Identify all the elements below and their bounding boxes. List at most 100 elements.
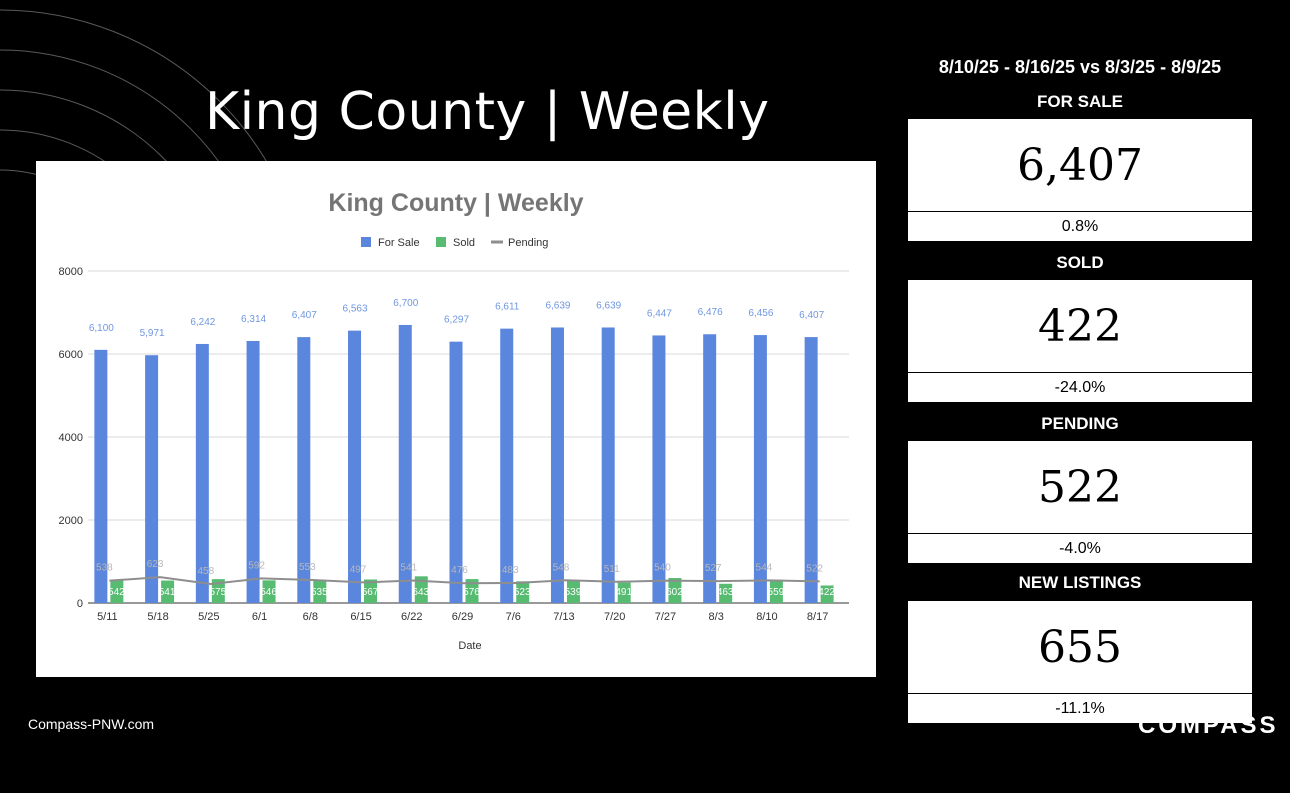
sold-change: -24.0% (908, 373, 1252, 402)
pending-value-label-6: 497 (350, 564, 367, 575)
pending-value-label-15: 522 (806, 563, 823, 574)
x-tick-label-6: 6/15 (350, 611, 371, 623)
for-sale-bar-15 (804, 337, 818, 603)
for-sale-value-label-8: 6,297 (444, 315, 469, 326)
new-listings-label: NEW LISTINGS (1018, 573, 1142, 592)
sold-label: SOLD (1056, 253, 1104, 272)
pending-value-label-5: 553 (299, 562, 316, 573)
for-sale-value: 6,407 (908, 119, 1252, 212)
sold-value-label-13: 463 (717, 587, 734, 598)
sold-value-label-14: 559 (768, 587, 785, 598)
x-tick-label-5: 6/8 (303, 611, 318, 623)
sold-value-label-10: 539 (565, 587, 582, 598)
pending-value-label-3: 458 (197, 566, 214, 577)
sold-value-label-15: 422 (818, 587, 835, 598)
for-sale-value-label-14: 6,456 (748, 308, 773, 319)
for-sale-bar-8 (449, 341, 463, 603)
for-sale-value-label-12: 6,447 (647, 308, 672, 319)
sold-bar-2 (161, 580, 175, 603)
for-sale-bar-5 (297, 337, 311, 603)
for-sale-bar-14 (753, 335, 767, 603)
pending-value-label-11: 511 (604, 564, 620, 575)
for-sale-bar-3 (195, 343, 209, 603)
pending-value-label-9: 483 (502, 565, 519, 576)
for-sale-bar-10 (550, 327, 564, 603)
pending-value: 522 (908, 441, 1252, 534)
for-sale-bar-2 (145, 355, 159, 603)
legend-label-3: Pending (508, 237, 548, 249)
pending-value-label-2: 623 (147, 559, 164, 570)
brand-logo: COMPASS (1138, 712, 1279, 739)
pending-value-label-7: 541 (400, 563, 417, 574)
sold-value: 422 (908, 280, 1252, 373)
pending-value-label-14: 544 (756, 562, 773, 573)
legend-swatch-2 (436, 237, 446, 247)
for-sale-change: 0.8% (908, 212, 1252, 241)
for-sale-value-label-6: 6,563 (343, 304, 368, 315)
sold-value-label-3: 575 (209, 587, 226, 598)
sold-bar-3 (211, 579, 225, 603)
y-tick-label-2: 2000 (59, 515, 83, 527)
x-tick-label-13: 8/3 (709, 611, 724, 623)
legend-label-2: Sold (453, 237, 475, 249)
for-sale-bar-6 (348, 330, 362, 603)
x-tick-label-12: 7/27 (655, 611, 676, 623)
page-title: King County | Weekly (205, 82, 770, 142)
sold-bar-13 (719, 583, 733, 603)
pending-value-label-4: 592 (248, 560, 265, 571)
x-tick-label-7: 6/22 (401, 611, 422, 623)
sold-value-label-1: 542 (108, 587, 125, 598)
for-sale-value-label-1: 6,100 (89, 323, 114, 334)
sold-bar-7 (414, 576, 428, 603)
sold-value-label-5: 535 (311, 587, 328, 598)
for-sale-value-label-4: 6,314 (241, 314, 266, 325)
sold-value-label-12: 602 (666, 587, 683, 598)
sold-value-label-8: 576 (463, 587, 480, 598)
for-sale-bar-11 (601, 327, 615, 603)
x-axis-title: Date (458, 640, 481, 652)
pending-label: PENDING (1041, 414, 1119, 433)
x-tick-label-3: 5/25 (198, 611, 219, 623)
pending-value-label-1: 538 (96, 563, 113, 574)
sold-bar-8 (465, 579, 479, 603)
sold-bar-11 (617, 582, 631, 603)
for-sale-value-label-13: 6,476 (698, 307, 723, 318)
for-sale-value-label-15: 6,407 (799, 310, 824, 321)
sold-value-label-11: 491 (615, 587, 632, 598)
pending-value-label-8: 476 (451, 565, 468, 576)
for-sale-label: FOR SALE (1037, 92, 1123, 111)
new-listings-change: -11.1% (908, 694, 1252, 723)
y-tick-label-4: 6000 (59, 349, 83, 361)
for-sale-value-label-3: 6,242 (190, 317, 215, 328)
website-link[interactable]: Compass-PNW.com (28, 716, 155, 732)
x-tick-label-10: 7/13 (553, 611, 574, 623)
date-range: 8/10/25 - 8/16/25 vs 8/3/25 - 8/9/25 (938, 57, 1222, 77)
pending-value-label-13: 527 (705, 563, 722, 574)
sold-bar-12 (668, 578, 682, 603)
pending-value-label-10: 548 (553, 562, 570, 573)
pending-line (109, 576, 820, 586)
x-tick-label-15: 8/17 (807, 611, 828, 623)
x-tick-label-4: 6/1 (252, 611, 267, 623)
pending-change: -4.0% (908, 534, 1252, 563)
x-tick-label-14: 8/10 (756, 611, 777, 623)
chart-title: King County | Weekly (328, 189, 583, 217)
sold-value-label-6: 567 (362, 587, 379, 598)
legend-label-1: For Sale (378, 237, 420, 249)
for-sale-value-label-2: 5,971 (140, 328, 165, 339)
for-sale-bar-13 (703, 334, 717, 603)
new-listings-value: 655 (908, 601, 1252, 694)
legend-swatch-1 (361, 237, 371, 247)
sold-value-label-4: 546 (260, 587, 277, 598)
y-tick-label-3: 4000 (59, 432, 83, 444)
x-tick-label-1: 5/11 (97, 611, 118, 623)
sold-bar-10 (566, 580, 580, 603)
for-sale-bar-1 (94, 349, 108, 603)
for-sale-bar-12 (652, 335, 666, 603)
sold-bar-15 (820, 585, 834, 603)
x-tick-label-2: 5/18 (147, 611, 168, 623)
chart-panel: King County | Weekly For Sale Sold Pending 0… (36, 161, 876, 677)
for-sale-value-label-7: 6,700 (393, 298, 418, 309)
for-sale-bar-7 (398, 324, 412, 603)
sold-bar-5 (313, 580, 327, 603)
